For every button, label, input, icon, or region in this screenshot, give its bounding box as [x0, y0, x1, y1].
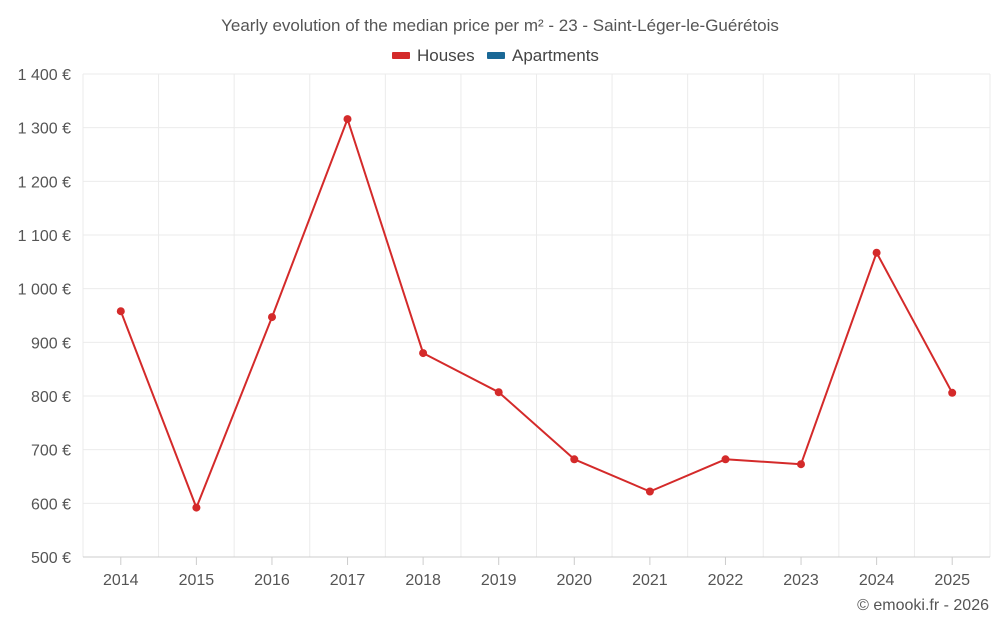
x-tick-label: 2020	[556, 572, 592, 589]
y-tick-label: 600 €	[31, 496, 71, 513]
grid	[82, 73, 991, 557]
chart-title: Yearly evolution of the median price per…	[221, 16, 779, 35]
x-tick-label: 2015	[179, 572, 215, 589]
axes: 500 € 600 € 700 € 800 € 900 € 1 000 € 1 100 € 1…	[18, 67, 990, 589]
data-point-houses-2018[interactable]	[419, 349, 428, 358]
x-tick-label: 2018	[405, 572, 441, 589]
data-point-houses-2014[interactable]	[116, 307, 125, 316]
data-point-houses-2023[interactable]	[797, 460, 805, 469]
x-tick-label: 2023	[783, 572, 819, 589]
data-point-houses-2020[interactable]	[570, 455, 579, 464]
series-line-houses[interactable]	[119, 118, 954, 509]
y-tick-label: 900 €	[31, 335, 71, 352]
y-tick-label: 1 100 €	[18, 228, 71, 245]
x-tick-label: 2016	[254, 572, 290, 589]
y-tick-label: 700 €	[31, 443, 71, 460]
data-point-houses-2019[interactable]	[494, 388, 503, 397]
x-tick-label: 2019	[481, 572, 517, 589]
x-tick-label: 2021	[632, 572, 668, 589]
data-point-houses-2022[interactable]	[721, 455, 730, 464]
credit: © emooki.fr - 2026	[857, 597, 989, 614]
legend-label-apartments[interactable]: Apartments	[512, 46, 599, 65]
legend-swatch-houses[interactable]	[392, 52, 410, 59]
y-tick-label: 1 400 €	[18, 67, 71, 84]
x-tick-label: 2014	[103, 572, 139, 589]
data-point-houses-2025[interactable]	[948, 388, 957, 397]
data-point-houses-2021[interactable]	[645, 487, 654, 496]
legend-swatch-apartments[interactable]	[487, 52, 505, 59]
x-tick-label: 2025	[934, 572, 970, 589]
series	[116, 115, 957, 512]
y-tick-label: 1 300 €	[18, 121, 71, 138]
data-point-houses-2016[interactable]	[268, 313, 276, 322]
x-tick-label: 2024	[859, 572, 895, 589]
y-tick-label: 800 €	[31, 389, 71, 406]
y-tick-label: 500 €	[31, 550, 71, 567]
y-tick-label: 1 200 €	[18, 174, 71, 191]
data-point-houses-2015[interactable]	[192, 503, 201, 512]
x-tick-label: 2017	[330, 572, 366, 589]
data-point-houses-2017[interactable]	[343, 115, 352, 124]
data-point-houses-2024[interactable]	[872, 248, 881, 257]
legend: Houses Apartments	[392, 46, 599, 65]
x-tick-label: 2022	[708, 572, 744, 589]
legend-label-houses[interactable]: Houses	[417, 46, 475, 65]
y-tick-label: 1 000 €	[18, 282, 71, 299]
